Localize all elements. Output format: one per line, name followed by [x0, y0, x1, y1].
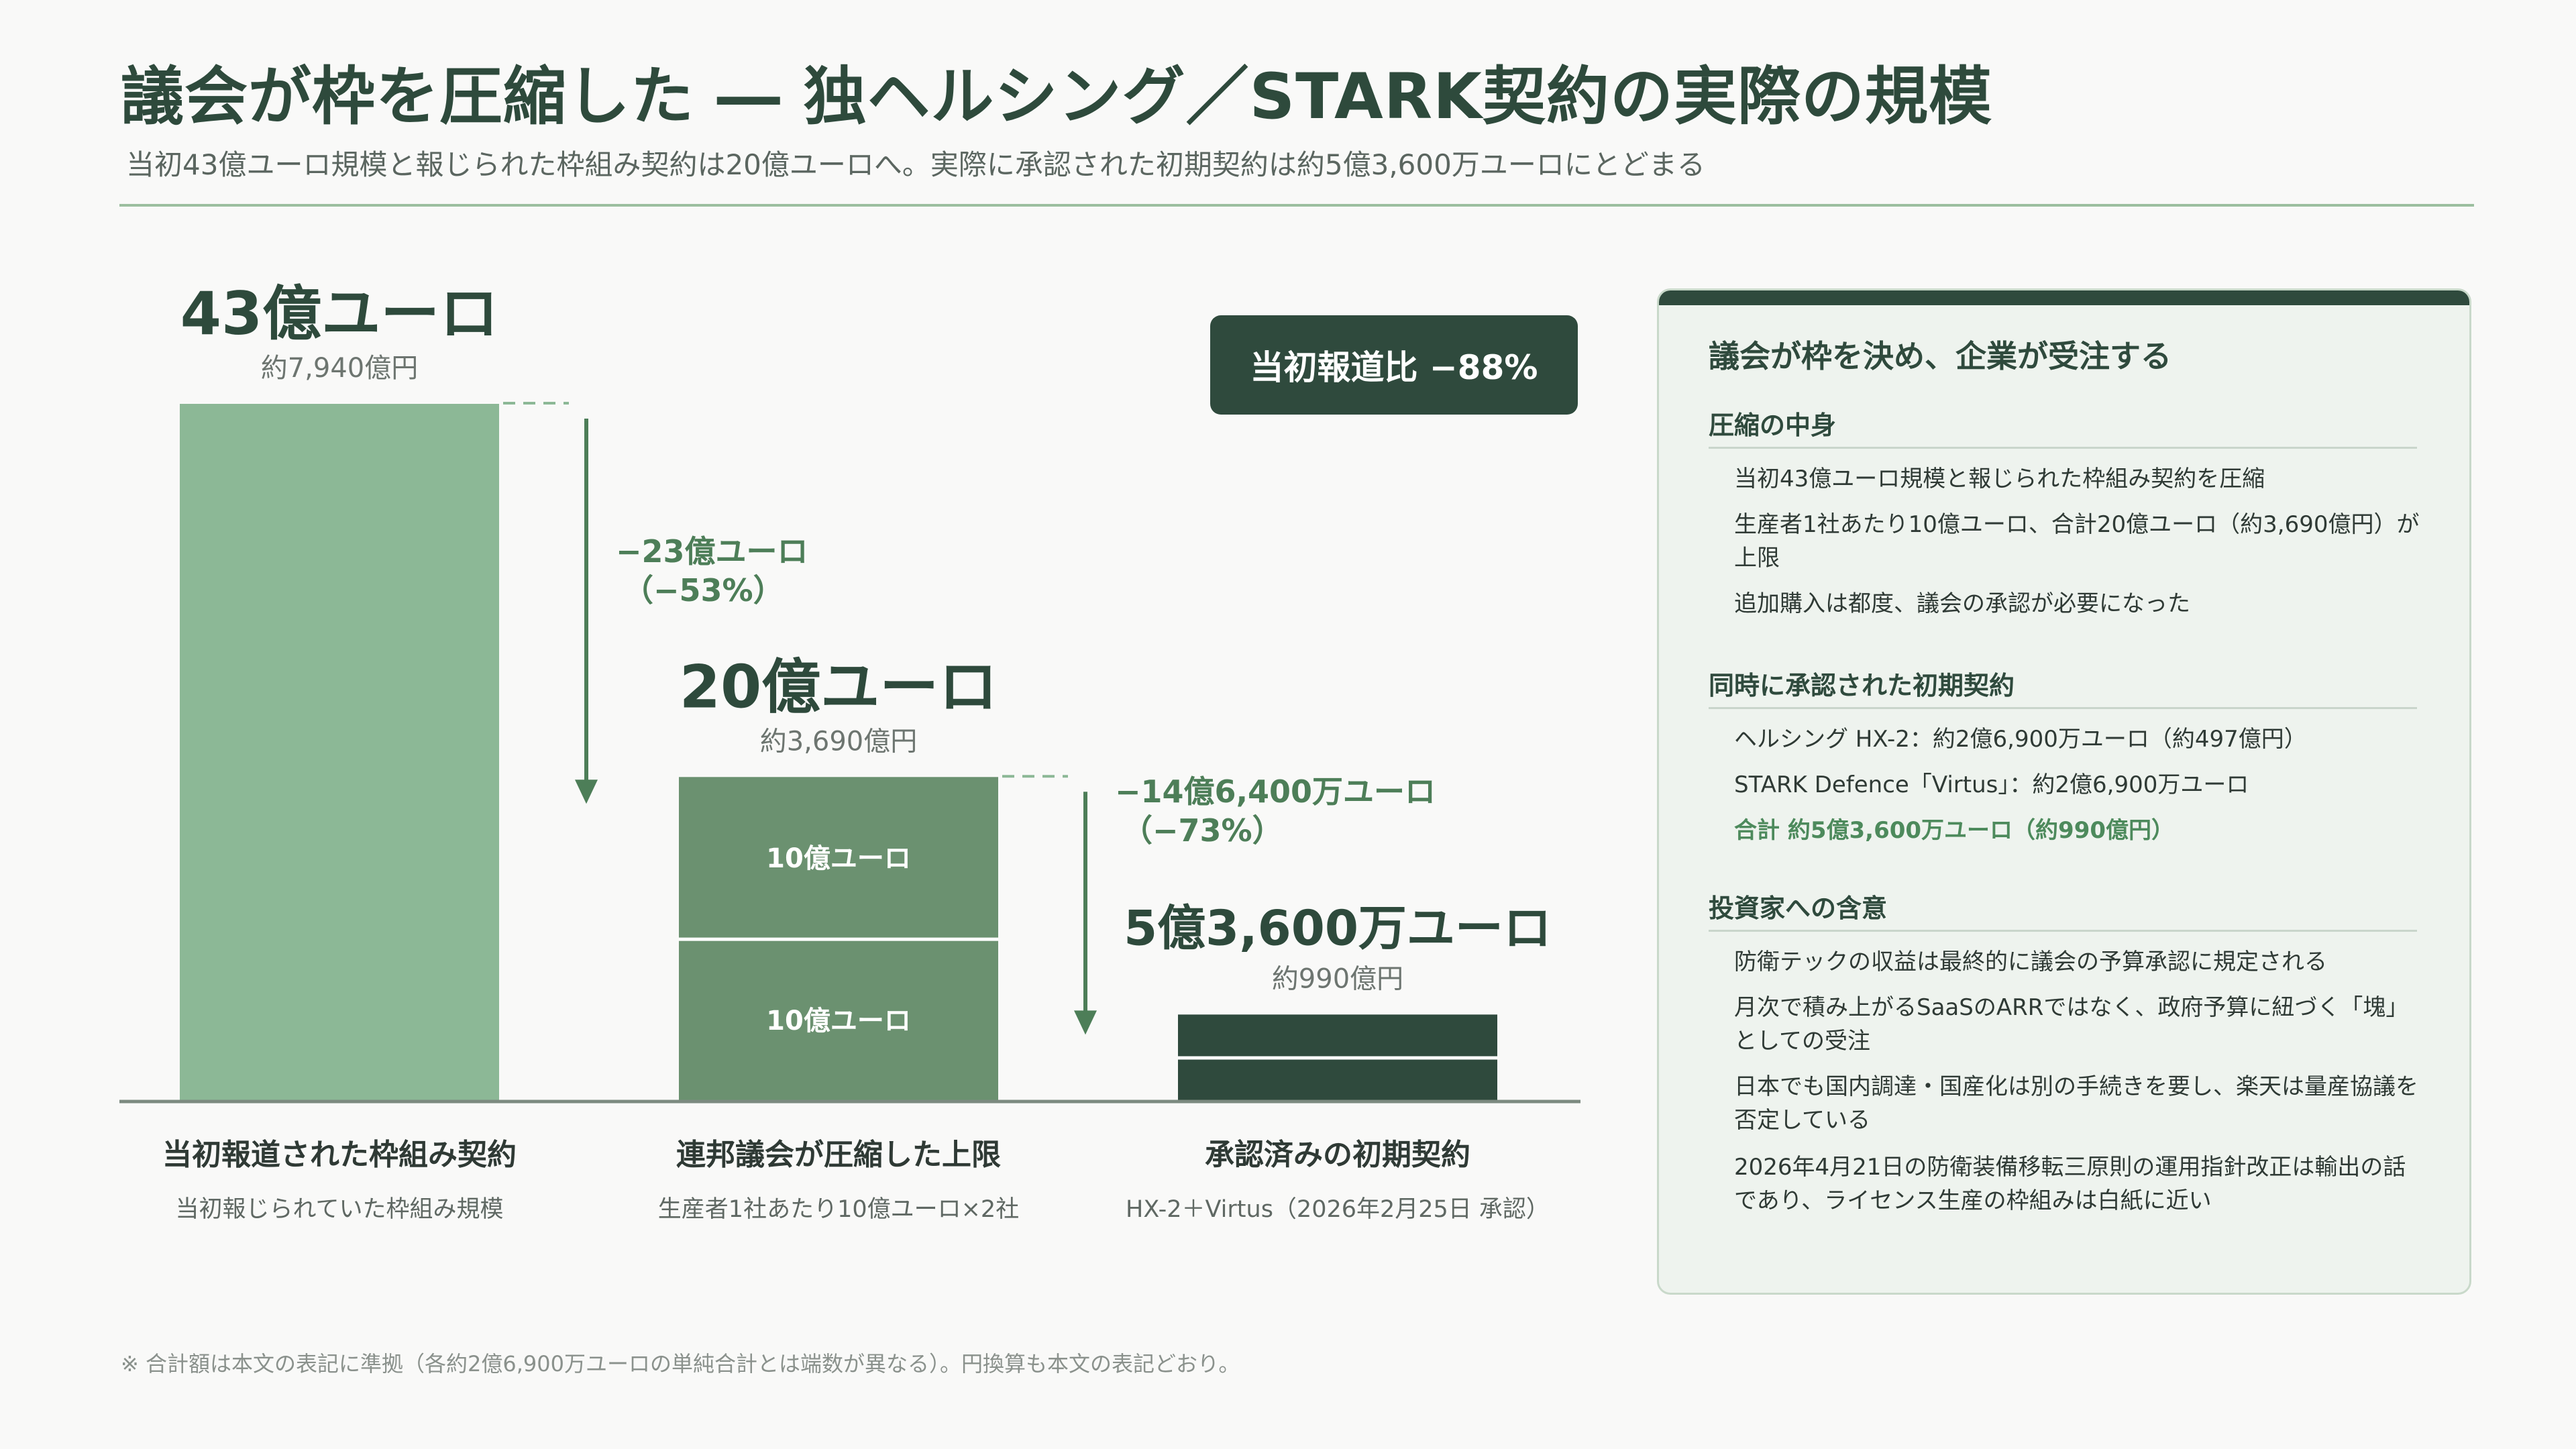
bar-segment: [180, 404, 499, 1102]
section-title-compression: 圧縮の中身: [1709, 405, 2417, 449]
drop-amount-label: −23億ユーロ: [616, 533, 808, 570]
footnote: ※ 合計額は本文の表記に準拠（各約2億6,900万ユーロの単純合計とは端数が異な…: [121, 1351, 1240, 1377]
page-subtitle: 当初43億ユーロ規模と報じられた枠組み契約は20億ユーロへ。実際に承認された初期…: [126, 148, 1705, 181]
drop-percent-label: （−73%）: [1122, 812, 1283, 849]
list-item: STARK Defence「Virtus」：約2億6,900万ユーロ: [1734, 771, 2249, 798]
bar-segment: [679, 777, 998, 940]
panel-accent-bar: [1659, 290, 2469, 305]
category-sublabel: HX-2＋Virtus（2026年2月25日 承認）: [1126, 1196, 1550, 1223]
yen-label: 約3,690億円: [760, 726, 918, 757]
drop-percent-label: （−53%）: [623, 572, 784, 608]
header-divider: [119, 204, 2474, 207]
drop-amount-label: −14億6,400万ユーロ: [1115, 773, 1436, 810]
category-sublabel: 当初報じられていた枠組み規模: [176, 1196, 504, 1223]
segment-label: 10億ユーロ: [766, 1006, 911, 1036]
panel-heading: 議会が枠を決め、企業が受注する: [1709, 338, 2171, 374]
list-item: 日本でも国内調達・国産化は別の手続きを要し、楽天は量産協議を否定している: [1734, 1073, 2418, 1134]
category-sublabel: 生産者1社あたり10億ユーロ×2社: [658, 1196, 1019, 1223]
value-label: 43億ユーロ: [180, 279, 498, 348]
yen-label: 約7,940億円: [261, 353, 419, 384]
bar-chart: 43億ユーロ約7,940億円当初報道された枠組み契約当初報じられていた枠組み規模…: [119, 279, 1580, 1223]
drop-arrow-head: [575, 780, 598, 804]
value-label: 5億3,600万ユーロ: [1124, 900, 1552, 956]
bar-segment: [1178, 1057, 1497, 1102]
list-item: 防衛テックの収益は最終的に議会の予算承認に規定される: [1734, 949, 2327, 975]
reduction-badge: 当初報道比 −88%: [1210, 315, 1578, 415]
list-item: 2026年4月21日の防衛装備移転三原則の運用指針改正は輸出の話であり、ライセン…: [1734, 1154, 2406, 1214]
category-label: 連邦議会が圧縮した上限: [676, 1138, 1001, 1172]
section-title-investor-implications: 投資家への含意: [1709, 888, 2417, 932]
list-item: 月次で積み上がるSaaSのARRではなく、政府予算に紐づく「塊」としての受注: [1734, 994, 2409, 1055]
yen-label: 約990億円: [1272, 963, 1403, 994]
section-title-initial-contracts: 同時に承認された初期契約: [1709, 665, 2417, 709]
list-item: 当初43億ユーロ規模と報じられた枠組み契約を圧縮: [1734, 466, 2265, 492]
segment-label: 10億ユーロ: [766, 843, 911, 874]
category-label: 承認済みの初期契約: [1205, 1138, 1470, 1172]
bar-segment: [1178, 1014, 1497, 1058]
page-title: 議会が枠を圧縮した ― 独ヘルシング／STARK契約の実際の規模: [121, 60, 1992, 133]
list-item: 追加購入は都度、議会の承認が必要になった: [1734, 590, 2190, 617]
list-item-total: 合計 約5億3,600万ユーロ（約990億円）: [1734, 817, 2175, 844]
summary-panel: 議会が枠を決め、企業が受注する 圧縮の中身 当初43億ユーロ規模と報じられた枠組…: [1657, 288, 2471, 1295]
list-item: ヘルシング HX-2：約2億6,900万ユーロ（約497億円）: [1734, 726, 2307, 753]
list-item: 生産者1社あたり10億ユーロ、合計20億ユーロ（約3,690億円）が上限: [1734, 511, 2420, 572]
bar-segment: [679, 939, 998, 1102]
category-label: 当初報道された枠組み契約: [162, 1138, 517, 1172]
drop-arrow-head: [1074, 1010, 1097, 1035]
value-label: 20億ユーロ: [680, 652, 998, 721]
